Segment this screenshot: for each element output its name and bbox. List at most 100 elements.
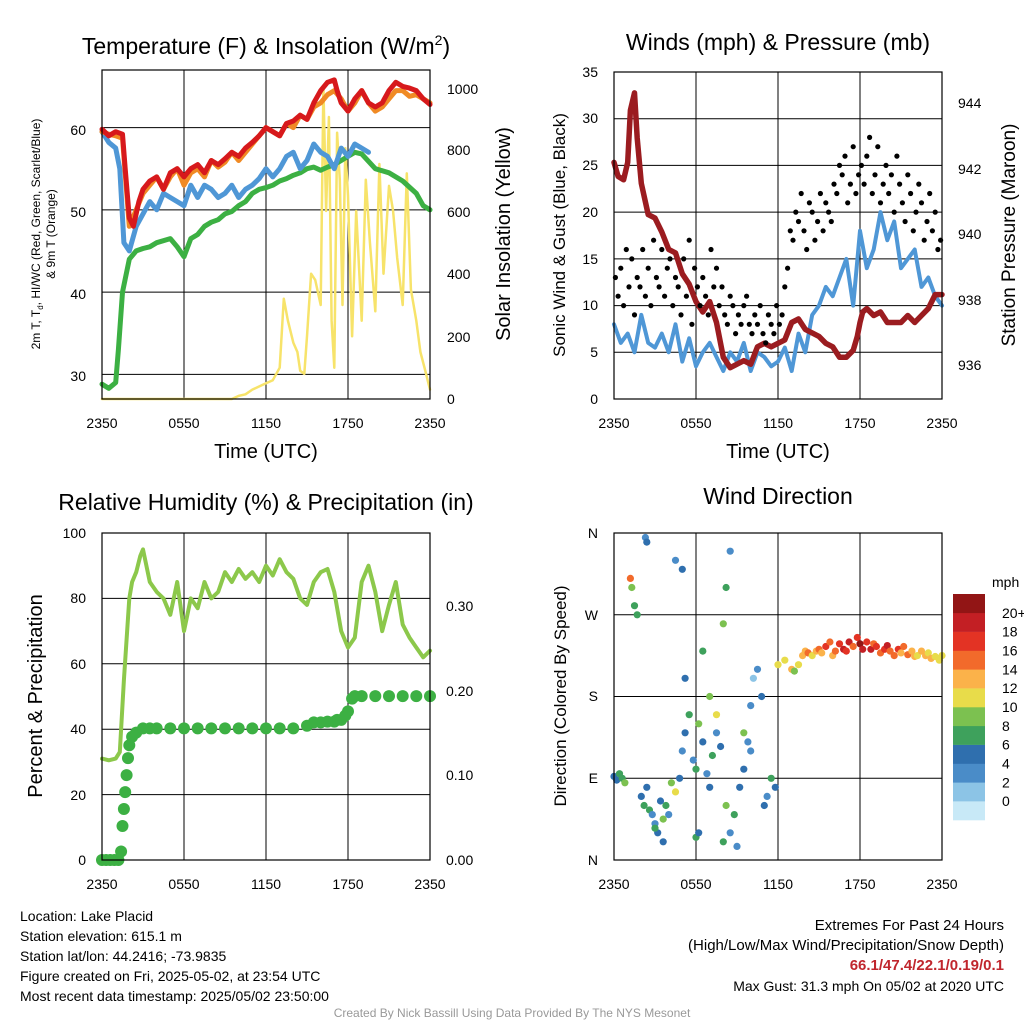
gust-point <box>662 293 668 299</box>
colorbar-label: 12 <box>1002 680 1018 696</box>
gust-point <box>645 265 651 271</box>
wind-direction-point <box>659 838 667 846</box>
relative-humidity-line <box>100 547 432 763</box>
wind-direction-point <box>897 649 905 657</box>
wind-direction-point <box>883 642 891 650</box>
wind-direction-point <box>643 538 651 546</box>
gust-point <box>716 303 722 309</box>
wind-direction-point <box>640 801 648 810</box>
gust-point <box>741 303 747 309</box>
gust-point <box>621 303 627 309</box>
wind-direction-point <box>651 824 659 832</box>
wind-direction-point <box>781 656 789 664</box>
humidity-y-axis-label: Percent & Precipitation <box>25 594 47 797</box>
gust-point <box>771 331 777 337</box>
gust-point <box>820 228 826 234</box>
humidity-ytick-label: 20 <box>70 787 86 803</box>
gust-point <box>626 284 632 290</box>
gust-point <box>629 256 635 262</box>
colorbar-swatch <box>953 688 985 708</box>
humidity-series <box>96 547 436 866</box>
x-tick-label: 2350 <box>414 876 445 892</box>
gust-point <box>640 246 646 253</box>
gust-point <box>719 284 725 290</box>
gust-point <box>681 256 687 262</box>
wind-direction-point <box>681 674 689 682</box>
gust-point <box>834 190 840 197</box>
gust-point <box>845 200 851 206</box>
sonic-wind-line <box>612 210 944 373</box>
gust-point <box>615 293 621 299</box>
gust-point <box>886 190 892 197</box>
humidity-ytick-label: 40 <box>70 721 86 737</box>
gust-point <box>806 200 813 206</box>
humidity-ytick-label: 80 <box>70 590 86 606</box>
wind-direction-point <box>656 797 665 805</box>
colorbar-title: mph <box>992 574 1019 590</box>
gust-point <box>790 237 796 243</box>
x-tick-label: 1750 <box>332 415 363 431</box>
precipitation-point <box>410 690 423 703</box>
wind-direction-point <box>767 774 775 782</box>
wind-panel: Winds (mph) & Pressure (mb) 0 5 10 15 20… <box>550 29 1020 463</box>
direction-tick-label: N <box>588 852 598 868</box>
pressure-right-ticks: 936 938 940 942 944 <box>958 95 982 373</box>
gust-point <box>910 228 916 234</box>
gust-point <box>856 172 862 178</box>
wind-direction-point <box>648 811 656 819</box>
pressure-ytick-label: 942 <box>958 161 982 177</box>
precipitation-point <box>117 803 130 815</box>
station-elevation: Station elevation: 615.1 m <box>20 928 182 944</box>
precipitation-point <box>150 722 163 735</box>
extremes-values: 66.1/47.4/22.1/0.19/0.1 <box>849 957 1004 974</box>
colorbar-label: 0 <box>1002 793 1010 809</box>
wind-x-axis-label: Time (UTC) <box>726 441 830 463</box>
wind-direction-point <box>730 811 738 819</box>
humidity-ytick-label: 60 <box>70 656 86 672</box>
wind-direction-point <box>890 652 898 660</box>
colorbar-label: 14 <box>1002 661 1018 677</box>
wind-direction-point <box>633 611 641 619</box>
wind-direction-point <box>736 783 744 791</box>
gust-point <box>921 237 927 243</box>
wind-series <box>611 90 945 373</box>
gust-point <box>836 162 843 168</box>
wind-left-ticks: 0 5 10 15 20 25 30 35 <box>582 64 598 407</box>
wind-direction-point <box>872 642 881 651</box>
wind-ytick-label: 20 <box>582 204 598 220</box>
wind-direction-panel: Wind Direction N E S W N 2350 0550 1150 … <box>551 483 1024 892</box>
gust-point <box>683 293 690 299</box>
colorbar-swatch <box>953 631 985 651</box>
gust-point <box>768 321 774 327</box>
x-tick-label: 1150 <box>251 876 281 892</box>
insolation-ytick-label: 0 <box>447 391 455 407</box>
dewpoint-line <box>99 149 433 391</box>
x-tick-label: 2350 <box>598 876 629 892</box>
gust-point <box>708 246 714 253</box>
solar-insolation-line <box>100 84 432 401</box>
gust-point <box>664 265 670 271</box>
wind-direction-point <box>900 642 908 651</box>
colorbar-label: 16 <box>1002 643 1018 659</box>
wind-direction-point <box>726 547 734 555</box>
wind-direction-point <box>753 665 762 673</box>
gust-point <box>899 200 906 206</box>
wind-direction-point <box>849 642 857 651</box>
temperature-y-axis-label: 2m T, Td, HI/WC (Red, Green, Scarlet/Blu… <box>29 119 45 350</box>
temperature-ytick-label: 40 <box>70 286 86 302</box>
gust-point <box>817 190 824 197</box>
wind-direction-series <box>610 533 946 851</box>
gust-point <box>776 321 783 327</box>
precipitation-point <box>191 722 204 735</box>
wind-direction-point <box>671 556 680 564</box>
station-pressure-line <box>611 90 945 371</box>
wind-direction-point <box>699 738 707 746</box>
wind-ytick-label: 5 <box>590 344 598 360</box>
gust-point <box>847 181 854 187</box>
gust-point <box>908 190 914 197</box>
x-tick-label: 0550 <box>168 876 199 892</box>
colorbar-label: 2 <box>1002 774 1010 790</box>
wind-direction-point <box>774 661 782 669</box>
temperature-panel: Temperature (F) & Insolation (W/m2) 30 4… <box>29 32 515 463</box>
precipitation-point <box>178 722 190 735</box>
